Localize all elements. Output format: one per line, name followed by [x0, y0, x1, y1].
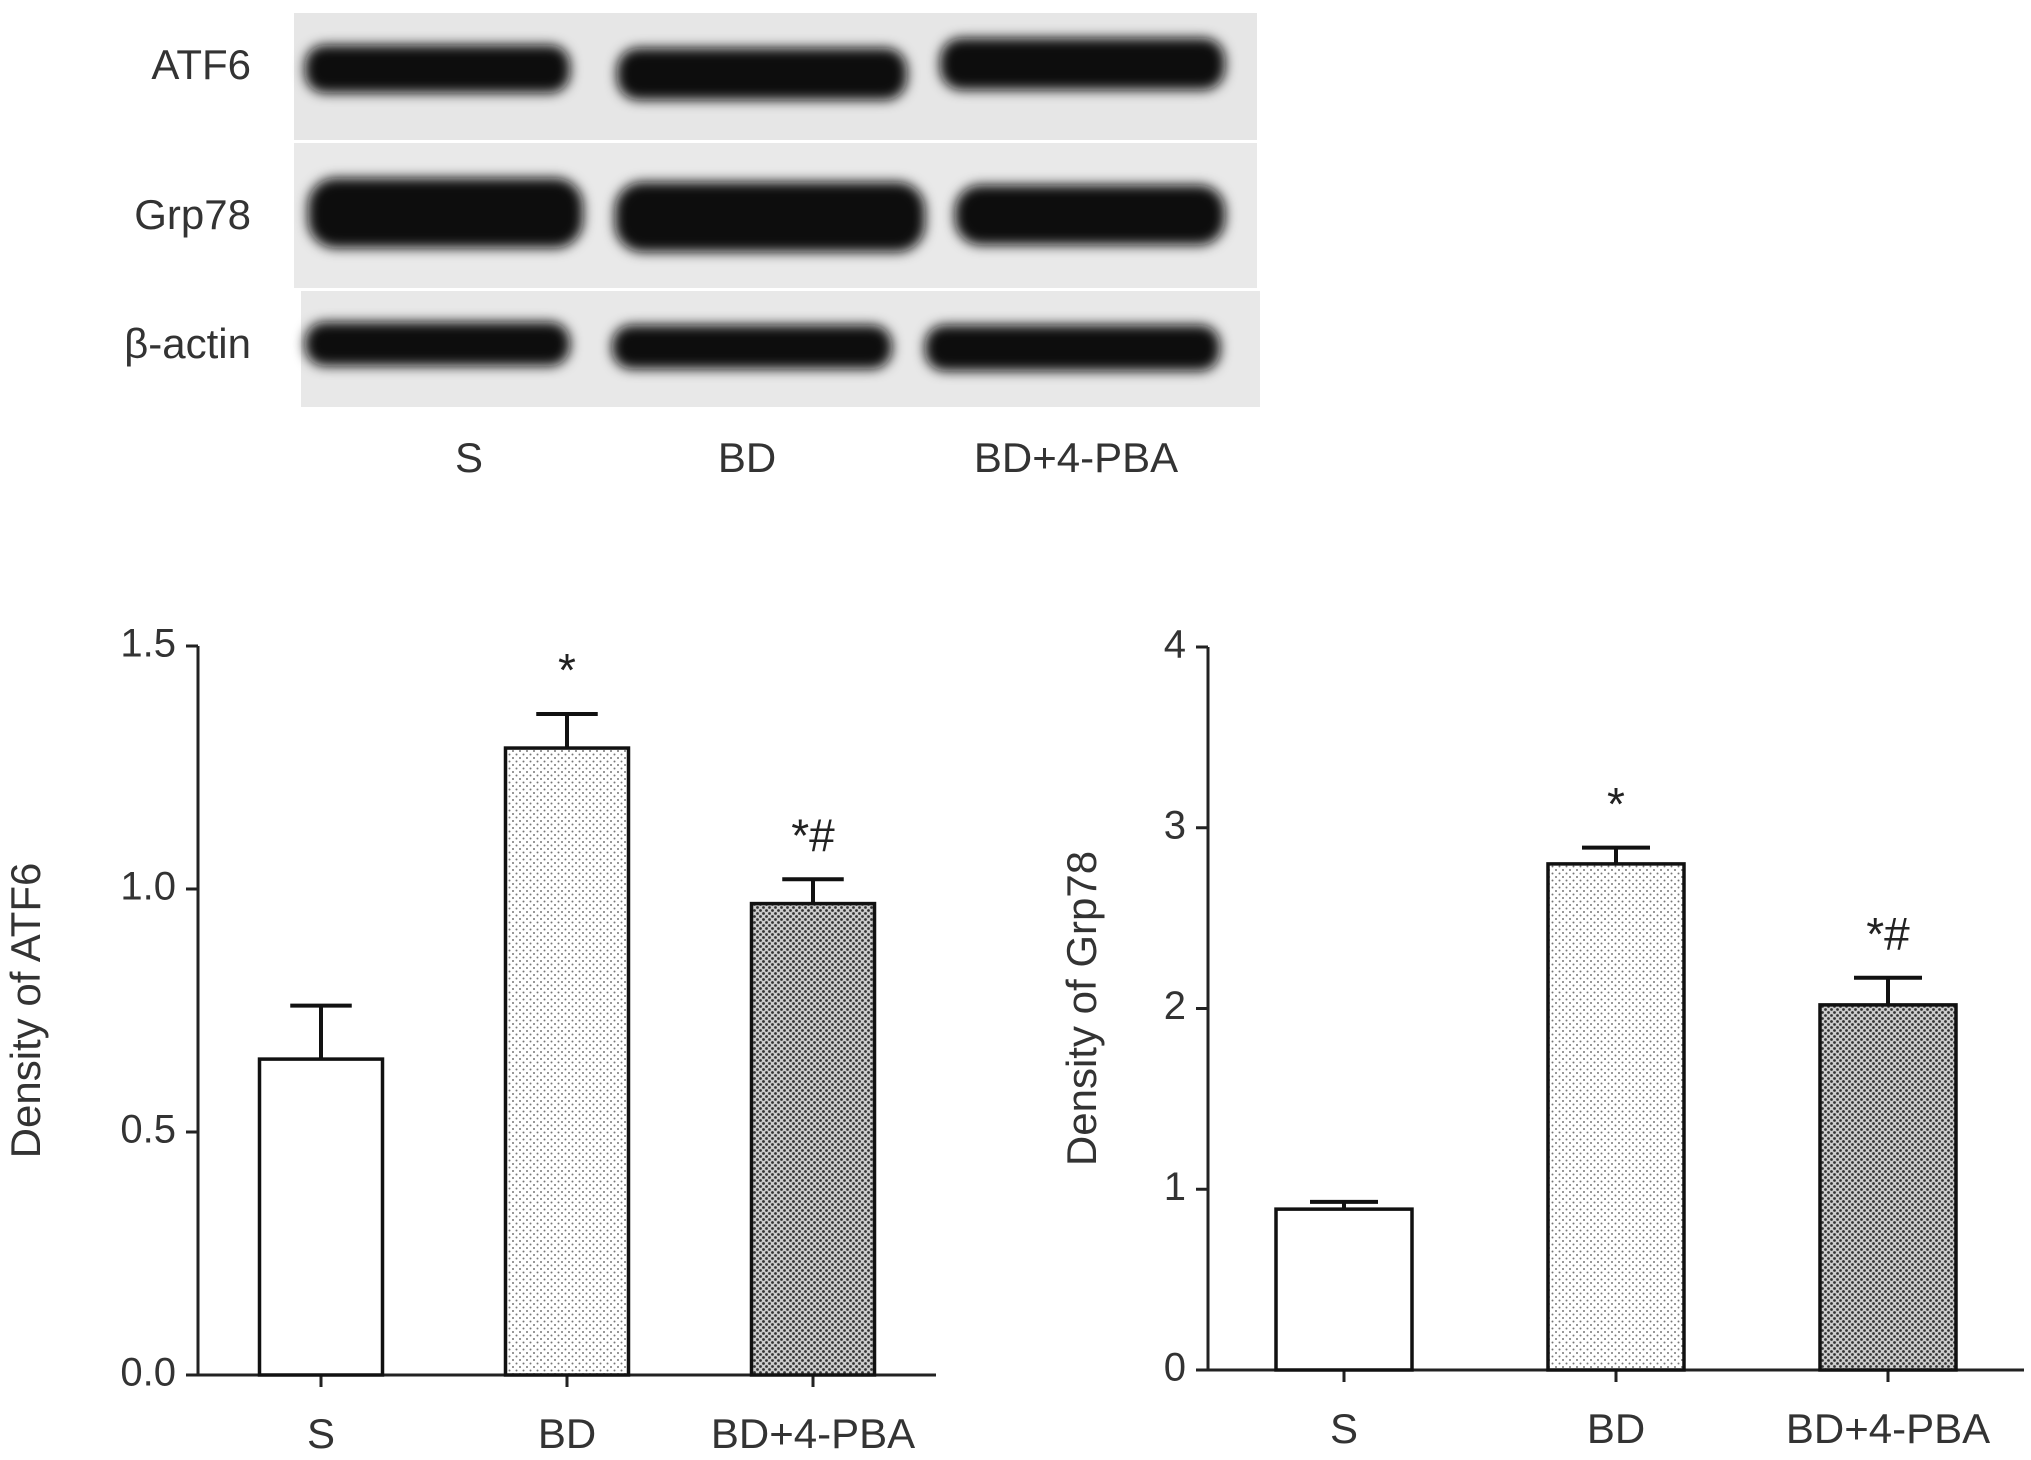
error-bar: [1854, 975, 1922, 1005]
x-tick-label: S: [1330, 1405, 1358, 1452]
row-label: Grp78: [134, 191, 251, 238]
band: [305, 45, 570, 93]
y-tick-label: 1.0: [120, 865, 176, 909]
y-tick-label: 0.5: [120, 1108, 176, 1152]
x-tick-label: S: [307, 1410, 335, 1457]
band: [925, 325, 1220, 371]
bar: [1274, 1207, 1414, 1372]
band: [615, 182, 925, 252]
bar: [503, 746, 631, 1377]
western-blot: ATF6 Grp78 β-actin S BD BD+4-PBA: [124, 13, 1260, 481]
annotation: *#: [1866, 908, 1910, 960]
error-bar: [782, 877, 844, 904]
lane-label: BD: [718, 434, 776, 481]
bar: [1546, 862, 1686, 1372]
row-label: β-actin: [124, 320, 251, 367]
y-tick-label: 1: [1164, 1165, 1186, 1209]
bar: [1818, 1003, 1958, 1372]
error-bar: [536, 712, 598, 749]
band: [617, 48, 907, 100]
lane-label: S: [455, 434, 483, 481]
band: [940, 38, 1225, 90]
y-tick-label: 3: [1164, 803, 1186, 847]
x-tick-label: BD+4-PBA: [711, 1410, 915, 1457]
error-bar: [290, 1003, 352, 1060]
x-tick-label: BD+4-PBA: [1786, 1405, 1990, 1452]
y-tick-label: 1.5: [120, 622, 176, 666]
annotation: *#: [791, 809, 835, 861]
lane-label: BD+4-PBA: [974, 434, 1178, 481]
bar: [749, 901, 877, 1377]
band: [955, 185, 1225, 245]
annotation: *: [558, 644, 576, 696]
y-tick-label: 0: [1164, 1346, 1186, 1390]
bar: [257, 1057, 385, 1377]
annotation: *: [1607, 778, 1625, 830]
x-tick-label: BD: [1587, 1405, 1645, 1452]
band: [612, 325, 892, 369]
band: [308, 178, 583, 248]
x-tick-label: BD: [538, 1410, 596, 1457]
error-bar: [1582, 845, 1650, 864]
row-label: ATF6: [151, 41, 251, 88]
y-tick-label: 2: [1164, 984, 1186, 1028]
band: [305, 322, 570, 366]
y-tick-label: 0.0: [120, 1351, 176, 1395]
y-axis-title: Density of Grp78: [1058, 851, 1105, 1166]
y-tick-label: 4: [1164, 623, 1186, 667]
y-axis-title: Density of ATF6: [2, 863, 49, 1159]
